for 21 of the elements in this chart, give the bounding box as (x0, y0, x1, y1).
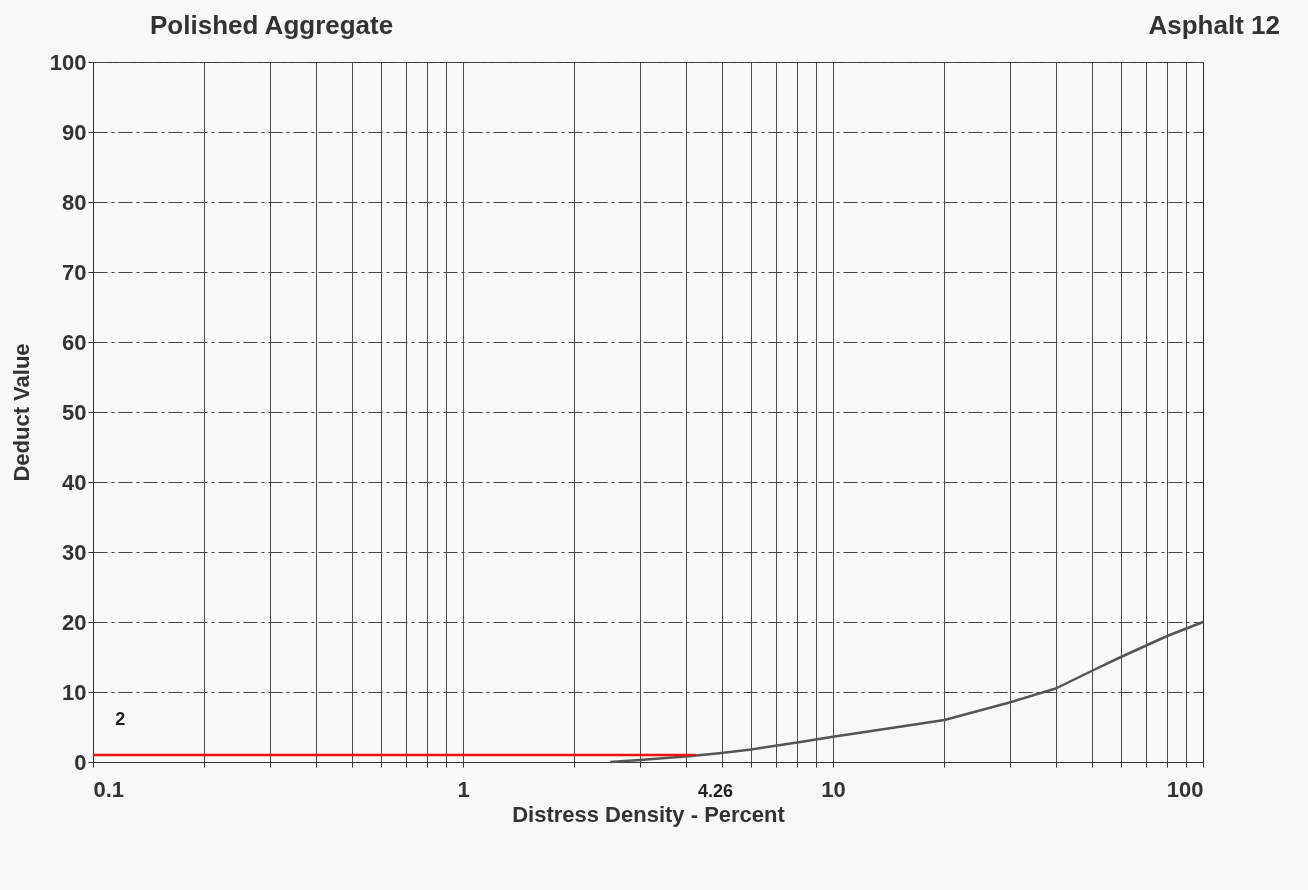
chart-title: Polished Aggregate (150, 10, 394, 41)
x-tick-label: 100 (1166, 776, 1204, 802)
y-tick-label: 80 (62, 189, 87, 215)
x-tick-label: 0.1 (93, 776, 125, 802)
y-tick-label: 90 (62, 119, 87, 145)
y-axis-title: Deduct Value (8, 343, 34, 482)
annotation: 2 (115, 709, 126, 729)
x-tick-label: 10 (821, 776, 846, 802)
y-tick-label: 10 (62, 679, 87, 705)
x-tick-label: 1 (457, 776, 470, 802)
y-tick-label: 60 (62, 329, 87, 355)
text: 4.26 (697, 781, 733, 801)
y-tick-label: 0 (74, 749, 87, 775)
y-tick-label: 20 (62, 609, 87, 635)
x-axis-title: Distress Density - Percent (512, 801, 786, 827)
y-tick-label: 100 (49, 49, 87, 75)
y-tick-label: 70 (62, 259, 87, 285)
y-tick-label: 30 (62, 539, 87, 565)
y-tick-label: 40 (62, 469, 87, 495)
chart-subtitle: Asphalt 12 (1148, 10, 1280, 41)
y-tick-label: 50 (62, 399, 87, 425)
